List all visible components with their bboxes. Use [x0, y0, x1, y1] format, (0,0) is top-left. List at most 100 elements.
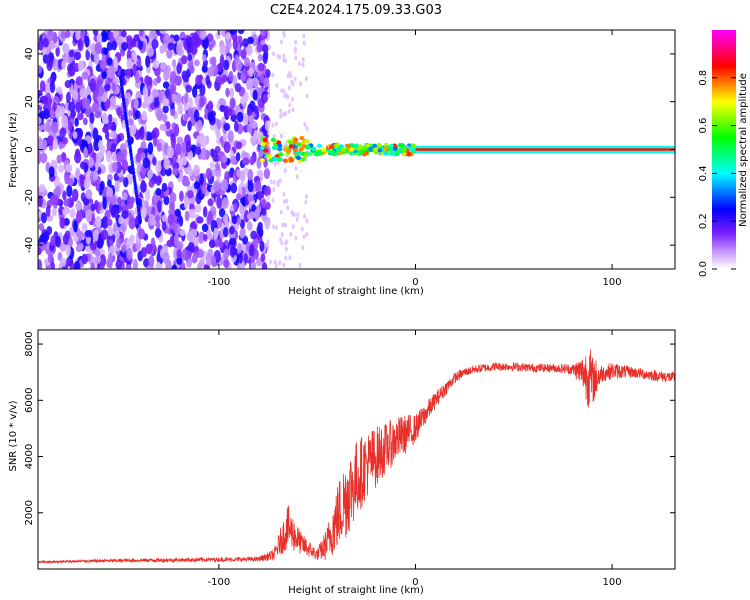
spectrogram-cell [236, 141, 243, 150]
spectrogram-cell [235, 193, 242, 201]
spectrogram-cell [234, 120, 239, 133]
spectrogram-cell [68, 121, 73, 132]
spectrogram-cell [139, 30, 144, 37]
spectrogram-cells [38, 30, 675, 269]
spectrogram-cell [192, 164, 200, 177]
spectrogram-cell [75, 76, 83, 86]
spectrogram-cell [59, 257, 67, 267]
x-tick-label: 0 [412, 577, 418, 588]
spectrogram-cell [294, 39, 298, 45]
spectrogram-cell [173, 233, 179, 247]
spectrogram-cell [257, 221, 263, 231]
spectrogram-cell [282, 158, 288, 163]
spectrogram-cell [259, 240, 265, 252]
spectrogram-cell [162, 105, 169, 114]
spectrogram-cell [272, 156, 278, 162]
spectrogram-cell [243, 57, 251, 67]
spectrogram-cell [51, 121, 59, 134]
spectrogram-cell [305, 93, 309, 99]
spectrogram-cell [146, 47, 154, 57]
spectrogram-cell [138, 127, 145, 140]
snr-series-line [38, 349, 675, 565]
spectrogram-cell [185, 140, 192, 153]
spectrogram-cell [47, 30, 54, 42]
spectrogram-cell [175, 93, 182, 104]
spectrogram-cell [174, 123, 180, 137]
spectrogram-cell [171, 264, 178, 269]
spectrogram-cell [174, 208, 181, 217]
spectrogram-cell [304, 199, 308, 205]
spectrogram-cell [92, 170, 99, 181]
spectrogram-cell [286, 73, 290, 79]
spectrogram-cell [201, 185, 207, 195]
spectrogram-cell [291, 96, 295, 102]
spectrogram-cell [383, 151, 389, 156]
spectrogram-cell [278, 152, 284, 157]
spectrogram-cell [345, 143, 351, 149]
spectrogram-cell [48, 166, 55, 178]
spectrogram-cell [148, 179, 155, 188]
spectrogram-cell [194, 146, 202, 156]
spectrogram-cell [161, 182, 168, 192]
spectrogram-cell [176, 257, 183, 265]
spectrogram-cell [55, 235, 62, 248]
spectrogram-cell [181, 248, 189, 261]
spectrogram-cell [193, 59, 200, 67]
spectrogram-cell [202, 36, 209, 50]
spectrogram-cell [201, 223, 209, 233]
spectrogram-cell [275, 82, 279, 88]
snr-panel: -100 0 100 2000 4000 6000 8000 Height of stra… [8, 329, 676, 596]
spectrogram-cell [78, 243, 84, 251]
spectrogram-y-axis: -40 -20 0 20 40 [24, 48, 675, 253]
spectrogram-cell [132, 258, 138, 269]
spectrogram-cell [42, 54, 49, 64]
spectrogram-cell [110, 95, 116, 108]
spectrogram-cell [282, 262, 286, 268]
spectrogram-cell [223, 105, 229, 119]
spectrogram-cell [304, 139, 310, 144]
spectrogram-cell [96, 78, 103, 88]
spectrogram-cell [268, 44, 272, 50]
spectrogram-cell [121, 192, 128, 201]
spectrogram-cell [134, 110, 141, 119]
colorbar-tick-label: 0.8 [698, 70, 709, 86]
spectrogram-cell [213, 227, 219, 240]
spectrogram-cell [38, 40, 44, 51]
y-tick-label: 6000 [24, 388, 35, 413]
spectrogram-cell [221, 155, 228, 164]
spectrogram-cell [284, 255, 288, 261]
spectrogram-cell [147, 169, 154, 179]
spectrogram-cell [301, 144, 307, 149]
spectrogram-cell [211, 56, 217, 66]
x-tick-label: -100 [208, 577, 231, 588]
spectrogram-cell [252, 77, 259, 89]
spectrogram-cell [111, 161, 118, 172]
spectrogram-cell [38, 184, 46, 193]
spectrogram-cell [116, 237, 122, 249]
spectrogram-cell [278, 178, 282, 184]
spectrogram-cell [140, 206, 147, 220]
spectrogram-cell [288, 102, 292, 108]
spectrogram-cell [167, 42, 175, 51]
spectrogram-cell [230, 155, 237, 165]
spectrogram-cell [191, 85, 198, 98]
spectrogram-cell [92, 127, 99, 141]
spectrogram-cell [85, 209, 93, 223]
spectrogram-cell [223, 122, 231, 132]
spectrogram-cell [300, 157, 306, 162]
spectrogram-cell [115, 259, 122, 269]
spectrogram-cell [58, 164, 64, 173]
spectrogram-cell [296, 212, 300, 218]
spectrogram-cell [166, 145, 174, 158]
spectrogram-cell [288, 255, 292, 261]
spectrogram-cell [253, 237, 259, 250]
spectrogram-cell [230, 114, 237, 122]
spectrogram-cell [159, 30, 167, 35]
spectrogram-cell [156, 75, 162, 84]
y-tick-label: 0 [24, 146, 35, 152]
spectrogram-cell [265, 68, 271, 78]
spectrogram-cell [98, 139, 104, 150]
spectrogram-cell [59, 242, 67, 252]
spectrogram-cell [248, 67, 254, 78]
spectrogram-cell [301, 245, 305, 251]
